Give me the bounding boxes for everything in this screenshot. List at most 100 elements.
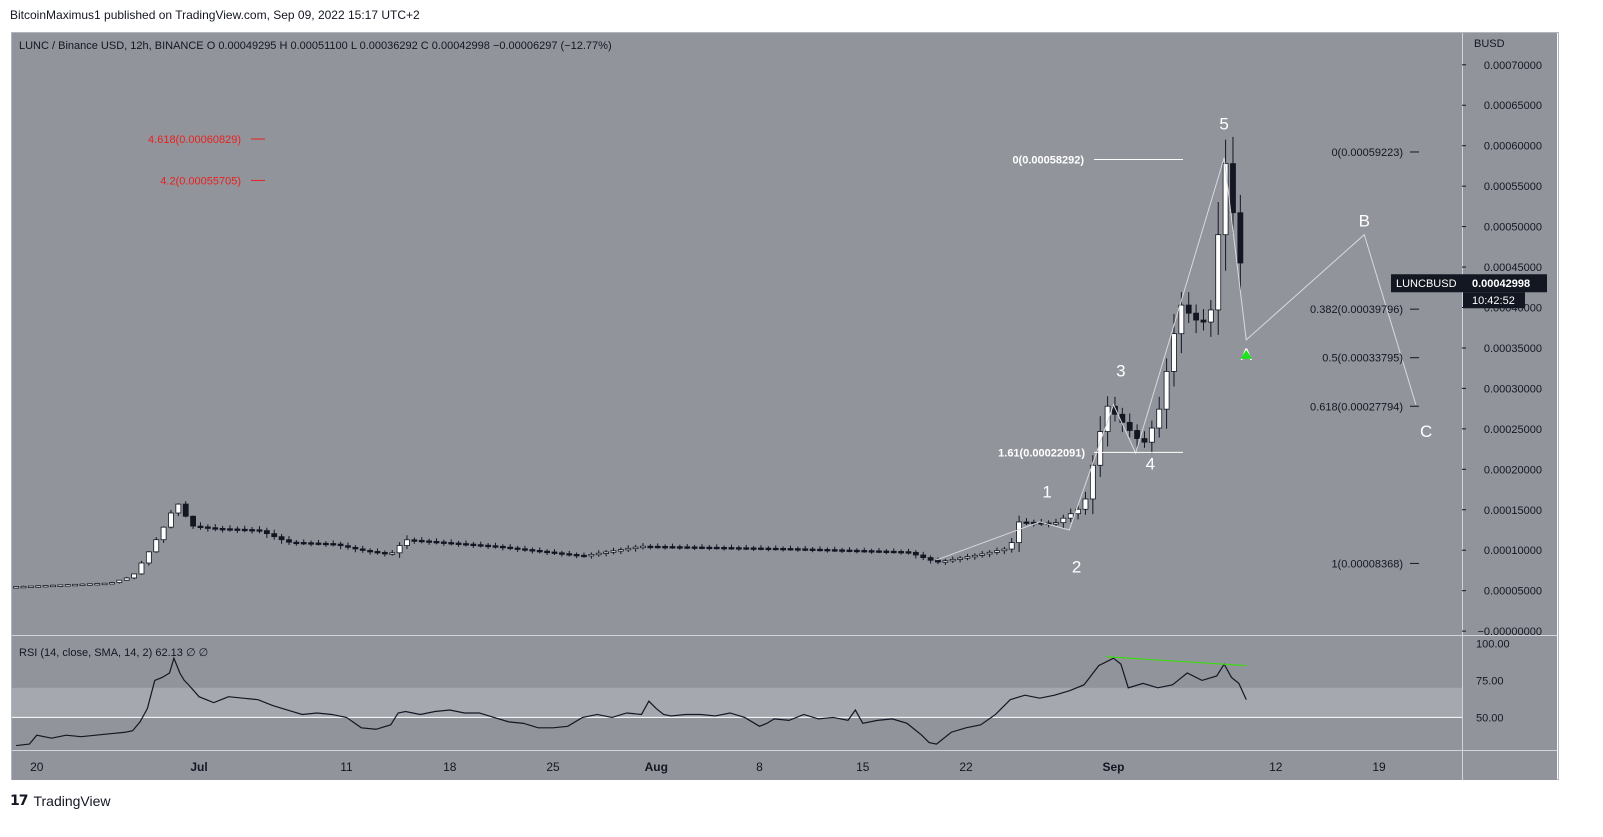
rsi-label: RSI (14, close, SMA, 14, 2) bbox=[19, 647, 155, 659]
rsi-line bbox=[16, 656, 1247, 747]
symbol-legend[interactable]: LUNC / Binance USD, 12h, BINANCE O 0.000… bbox=[19, 40, 612, 52]
candle-body bbox=[271, 533, 278, 538]
candle-body bbox=[817, 548, 823, 552]
candle-body bbox=[676, 546, 683, 549]
candle-body bbox=[640, 545, 646, 549]
price-tick-label: 0.00050000 bbox=[1484, 222, 1542, 234]
candle-body bbox=[964, 556, 971, 559]
ohlc-label: L bbox=[351, 40, 360, 52]
candle-body bbox=[831, 549, 838, 552]
candle-body bbox=[1082, 498, 1089, 510]
candle-body bbox=[529, 549, 536, 552]
price-tick-label: 0.00065000 bbox=[1484, 100, 1542, 112]
candle-body bbox=[1067, 513, 1074, 519]
candle-body bbox=[839, 549, 845, 552]
candle-body bbox=[595, 552, 602, 556]
candle-body bbox=[330, 543, 337, 546]
candle-body bbox=[234, 528, 241, 531]
footer-brand: TradingView bbox=[33, 793, 111, 809]
elliott-wave-path bbox=[936, 157, 1417, 561]
candle-body bbox=[404, 539, 410, 546]
rsi-tick-label: 75.00 bbox=[1476, 675, 1504, 687]
candle-body bbox=[802, 548, 809, 551]
candle-body bbox=[787, 548, 794, 551]
candle-body bbox=[1230, 163, 1236, 214]
candle-body bbox=[691, 546, 698, 549]
candle-body bbox=[86, 583, 93, 586]
candle-body bbox=[912, 551, 919, 556]
candle-body bbox=[927, 557, 934, 561]
candle-body bbox=[241, 528, 248, 532]
candle-body bbox=[1148, 427, 1155, 443]
candle-body bbox=[566, 553, 573, 556]
candle-body bbox=[411, 539, 418, 542]
candle-body bbox=[868, 550, 875, 553]
candle-body bbox=[824, 549, 831, 552]
candle-body bbox=[743, 547, 750, 550]
price-tag-symbol: LUNCBUSD bbox=[1396, 278, 1457, 290]
fib-retracement-label: 0(0.00059223) bbox=[1331, 147, 1403, 159]
candle-body bbox=[249, 529, 256, 532]
candle-body bbox=[116, 579, 123, 583]
time-tick-label: 22 bbox=[959, 760, 973, 774]
candle-body bbox=[957, 557, 963, 560]
candle-body bbox=[617, 549, 624, 552]
candle-body bbox=[72, 583, 78, 587]
wave-label-5: 5 bbox=[1219, 115, 1228, 134]
candle-body bbox=[765, 547, 772, 551]
candle-body bbox=[750, 547, 757, 550]
fib-extension-label: 4.2(0.00055705) bbox=[160, 175, 241, 187]
candle-body bbox=[145, 551, 152, 564]
wave-label-1: 1 bbox=[1042, 483, 1051, 502]
wave-label-b: B bbox=[1359, 212, 1370, 231]
candle-body bbox=[662, 546, 668, 549]
candle-body bbox=[123, 577, 130, 581]
fib-retracement-label: 1(0.00008368) bbox=[1331, 558, 1403, 570]
candle-body bbox=[1134, 430, 1140, 439]
candle-body bbox=[227, 528, 233, 531]
candle-body bbox=[1112, 405, 1118, 415]
candle-body bbox=[809, 548, 816, 551]
candle-body bbox=[463, 543, 469, 546]
candle-body bbox=[1053, 522, 1059, 525]
candle-body bbox=[359, 548, 366, 551]
symbol-name: LUNC / Binance USD, 12h, BINANCE bbox=[19, 40, 207, 52]
candle-body bbox=[396, 545, 403, 554]
ohlc-label: O bbox=[207, 40, 219, 52]
candle-body bbox=[1207, 309, 1214, 323]
candle-body bbox=[182, 503, 189, 517]
candle-body bbox=[455, 542, 462, 545]
candle-body bbox=[905, 551, 912, 554]
rsi-extra: ∅ bbox=[186, 647, 199, 659]
candle-body bbox=[79, 583, 86, 586]
candle-body bbox=[979, 553, 986, 556]
fib-level-label: 1.61(0.00022091) bbox=[998, 447, 1085, 459]
candle-body bbox=[35, 585, 42, 588]
candle-body bbox=[197, 525, 204, 529]
publisher-header: BitcoinMaximus1 published on TradingView… bbox=[10, 8, 420, 22]
fib-level-label: 0(0.00058292) bbox=[1012, 155, 1084, 167]
rsi-tick-label: 50.00 bbox=[1476, 712, 1504, 724]
candle-body bbox=[669, 546, 676, 549]
candle-body bbox=[374, 551, 381, 554]
price-tick-label: 0.00005000 bbox=[1484, 586, 1542, 598]
ohlc-value: 0.00049295 bbox=[218, 40, 279, 52]
candle-body bbox=[418, 539, 425, 543]
candle-body bbox=[853, 549, 860, 553]
candle-body bbox=[1193, 312, 1199, 321]
candle-body bbox=[381, 552, 388, 555]
time-tick-label: 20 bbox=[30, 760, 44, 774]
time-tick-label: Sep bbox=[1102, 760, 1124, 774]
candle-body bbox=[204, 526, 211, 529]
price-tag-value: 0.00042998 bbox=[1472, 278, 1530, 290]
candle-body bbox=[610, 550, 617, 553]
rsi-legend[interactable]: RSI (14, close, SMA, 14, 2) 62.13 ∅ ∅ bbox=[19, 647, 208, 659]
candle-body bbox=[758, 547, 764, 550]
ohlc-label: C bbox=[421, 40, 432, 52]
candle-body bbox=[308, 542, 315, 545]
time-tick-label: 12 bbox=[1269, 760, 1283, 774]
candle-body bbox=[780, 547, 786, 551]
ohlc-value: 0.00036292 bbox=[360, 40, 421, 52]
price-tick-label: −0.00000000 bbox=[1477, 626, 1542, 638]
